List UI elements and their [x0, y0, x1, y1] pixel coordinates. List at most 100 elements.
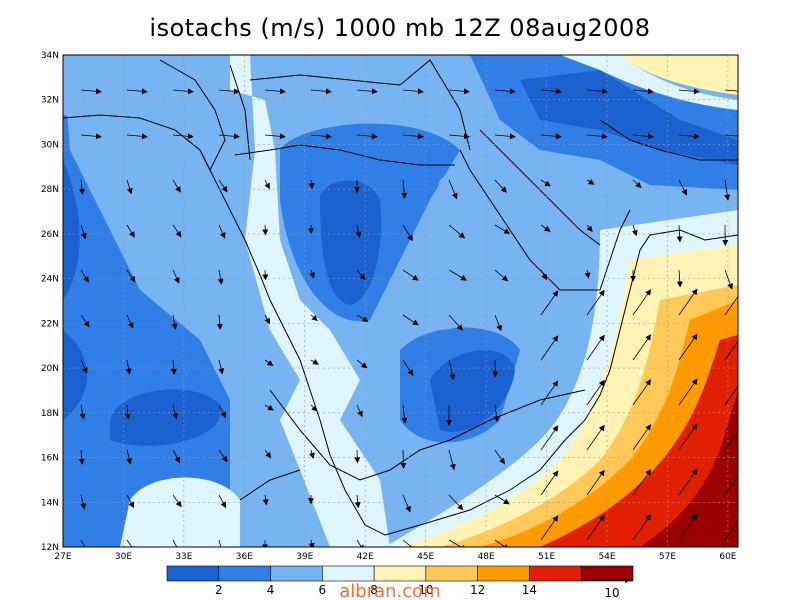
colorbar-swatch [270, 565, 323, 582]
wind-vector [724, 385, 738, 406]
lon-label: 48E [478, 552, 495, 562]
wind-vector [540, 335, 559, 361]
lon-label: 60E [719, 552, 736, 562]
wind-vector [356, 133, 378, 140]
wind-vector [586, 224, 593, 233]
wind-vector [494, 449, 505, 465]
wind-vector [402, 224, 413, 242]
wind-vector [172, 269, 180, 284]
latitude-labels: 34N 32N 30N 28N 26N 24N 22N 20N 18N 16N 14N 12N [41, 51, 59, 553]
reference-vector: 10 [590, 577, 631, 600]
wind-vector [448, 88, 470, 95]
lon-label: 27E [54, 552, 71, 562]
wind-vector [80, 88, 102, 95]
wind-vector [308, 179, 315, 190]
colorbar-swatch [166, 565, 220, 582]
wind-vector [126, 449, 133, 465]
wind-vector [80, 269, 89, 283]
wind-vector [448, 179, 458, 200]
colorbar-label: 14 [522, 583, 537, 597]
wind-vector [216, 314, 223, 330]
wind-vector [172, 449, 181, 464]
wind-vector [172, 224, 182, 238]
wind-vector [678, 133, 700, 140]
wind-vector [631, 224, 638, 237]
wind-vector [448, 359, 456, 381]
wind-vector [448, 269, 468, 281]
wind-vector [448, 133, 470, 140]
wind-vector [80, 494, 87, 510]
lat-label: 16N [41, 454, 59, 464]
wind-vector [678, 378, 698, 406]
wind-vector [632, 379, 652, 406]
wind-vector [126, 539, 136, 547]
colorbar-label: 10 [418, 583, 433, 597]
wind-vector [540, 179, 551, 187]
wind-vector [170, 359, 177, 375]
wind-vector [676, 224, 683, 243]
wind-vector [262, 494, 269, 506]
wind-vector [586, 133, 608, 140]
wind-vector [402, 494, 411, 513]
wind-vector [402, 314, 419, 326]
wind-vector [632, 179, 642, 189]
wind-vector [264, 179, 270, 190]
wind-vector [264, 88, 286, 95]
wind-vector [80, 539, 89, 547]
wind-vector [724, 340, 738, 361]
wind-vector [172, 404, 179, 420]
wind-vector [448, 494, 464, 511]
wind-vector [724, 520, 738, 541]
wind-vector [79, 179, 85, 195]
wind-vector [80, 133, 102, 140]
longitude-labels: 27E 30E 33E 36E 39E 42E 45E 48E 51E 54E 57E 60E [54, 552, 736, 562]
colorbar-label: 4 [267, 583, 275, 597]
wind-vector [172, 179, 181, 193]
wind-vector [494, 133, 516, 140]
wind-vector [401, 404, 408, 424]
lat-label: 32N [41, 96, 59, 106]
wind-vector [632, 88, 654, 95]
map-title: isotachs (m/s) 1000 mb 12Z 08aug2008 [149, 14, 651, 42]
wind-vector [264, 359, 274, 367]
wind-vector [448, 539, 468, 547]
wind-vector [632, 514, 652, 541]
wind-vector [678, 288, 698, 316]
wind-vector [724, 269, 733, 290]
wind-vector [124, 404, 131, 420]
wind-vector [218, 224, 226, 239]
wind-vector [218, 88, 240, 95]
wind-vector [400, 449, 407, 469]
wind-vector [126, 133, 148, 140]
wind-vector [724, 475, 738, 496]
wind-vector [401, 179, 408, 199]
wind-vector [632, 469, 652, 496]
colorbar [166, 565, 634, 582]
wind-vector [678, 513, 698, 541]
lon-label: 45E [417, 552, 434, 562]
wind-vector [310, 404, 318, 412]
wind-vector [78, 449, 85, 465]
wind-vector [632, 334, 652, 361]
colorbar-swatch [322, 565, 375, 582]
wind-vector [80, 359, 88, 374]
wind-vector [218, 494, 227, 509]
wind-vector [218, 449, 228, 463]
wind-vector [356, 314, 369, 322]
wind-vector [494, 539, 510, 547]
wind-vector [308, 449, 315, 459]
wind-vector [586, 289, 605, 316]
wind-vector [354, 494, 361, 509]
colorbar-label: 2 [215, 583, 223, 597]
wind-vector [125, 359, 132, 375]
wind-vector [540, 425, 559, 451]
wind-vector [262, 224, 269, 236]
wind-vector [540, 515, 559, 541]
wind-vector [448, 449, 456, 471]
wind-vector [172, 494, 182, 508]
wind-vector [586, 379, 605, 406]
wind-vector [309, 269, 315, 279]
wind-vector [356, 404, 363, 418]
wind-vector [218, 359, 225, 375]
